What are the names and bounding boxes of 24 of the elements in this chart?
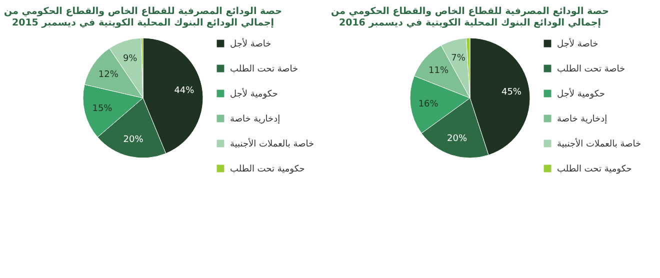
legend-label: حكومية لأجل [557,88,605,100]
data-label: 44% [174,86,195,96]
legend-label: خاصة تحت الطلب [230,64,298,74]
legend-label: حكومية تحت الطلب [557,164,632,174]
legend-label: خاصة لأجل [230,38,272,50]
data-label: 7% [451,54,466,64]
chart-title: حصة الودائع المصرفية للقطاع الخاص والقطاع الحكومي من إجمالي الودائع البنوك المحلية الكويتية في ديسمبر 2016 [331,6,609,28]
data-label: 20% [447,134,468,144]
data-label: 16% [418,99,439,110]
legend-label: حكومية تحت الطلب [230,164,305,174]
data-label: 45% [501,87,522,98]
legend-label: إدخارية خاصة [230,114,280,124]
data-label: 20% [123,134,144,145]
data-label: 9% [122,54,138,64]
chart-title: حصة الودائع المصرفية للقطاع الخاص والقطاع الحكومي من إجمالي الودائع البنوك المحلية الكويتية في ديسمبر 2015 [4,6,282,28]
data-label: 11% [428,66,449,76]
legend-label: خاصة تحت الطلب [557,64,626,74]
legend-label: خاصة بالعملات الأجنبية [230,138,314,150]
legend-label: إدخارية خاصة [557,114,608,124]
legend-label: حكومية لأجل [230,88,278,100]
legend-label: خاصة لأجل [557,38,598,50]
data-label: 15% [92,104,113,114]
data-label: 12% [98,70,119,80]
legend-label: خاصة بالعملات الأجنبية [557,138,642,150]
